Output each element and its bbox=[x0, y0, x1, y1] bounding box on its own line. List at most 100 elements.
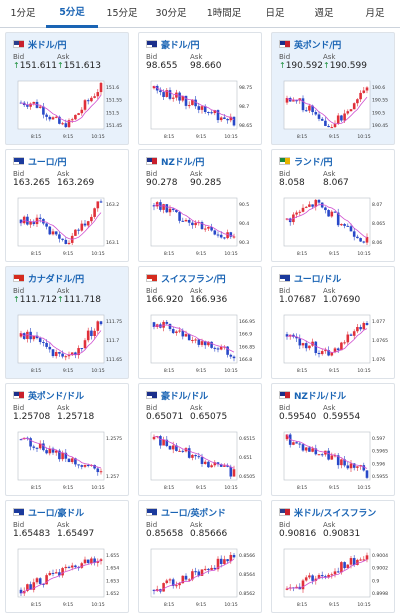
bid-number: 1.65483 bbox=[13, 529, 51, 539]
pair-name[interactable]: ユーロ/円 bbox=[28, 157, 67, 168]
candle-body bbox=[229, 554, 233, 562]
x-tick-label: 8:15 bbox=[31, 251, 41, 257]
pair-name[interactable]: NZドル/ドル bbox=[294, 391, 346, 402]
tab-5[interactable]: 日足 bbox=[265, 8, 285, 19]
rate-card[interactable]: ユーロ/ドル Bid Ask 1.07687 1.07690 1.077 1.0765 1.0… bbox=[271, 266, 395, 379]
x-tick-label: 10:15 bbox=[91, 368, 104, 374]
y-tick-label: 166.9 bbox=[239, 332, 252, 338]
candle-body bbox=[229, 116, 233, 121]
candle-body bbox=[83, 465, 87, 467]
tab-3[interactable]: 30分足 bbox=[155, 8, 187, 19]
candle-body bbox=[362, 90, 366, 93]
bid-number: 98.655 bbox=[146, 61, 178, 71]
candle-body bbox=[38, 217, 42, 220]
pair-name[interactable]: NZドル/円 bbox=[161, 157, 205, 168]
y-tick-label: 0.8562 bbox=[239, 591, 255, 597]
rate-card[interactable]: スイスフラン/円 Bid Ask 166.920 166.936 166.95 166.9 1… bbox=[138, 266, 262, 379]
candle-body bbox=[346, 465, 350, 469]
mini-candlestick-chart[interactable]: 0.8566 0.8564 0.8562 8:15 9:15 10:15 bbox=[143, 545, 259, 611]
moving-average-line bbox=[20, 94, 102, 123]
tab-1[interactable]: 5分足 bbox=[46, 0, 98, 28]
card-header: 米ドル/スイスフラン bbox=[279, 506, 377, 519]
candle-body bbox=[298, 443, 302, 445]
mini-candlestick-chart[interactable]: 1.655 1.654 1.653 1.652 8:15 9:15 10:15 bbox=[10, 545, 126, 611]
mini-candlestick-chart[interactable]: 190.6 190.55 190.5 190.45 8:15 9:15 10:15 bbox=[276, 77, 392, 143]
candle-body bbox=[356, 327, 359, 332]
tab-7[interactable]: 月足 bbox=[365, 8, 385, 19]
candle-body bbox=[365, 236, 369, 243]
rate-card[interactable]: 英ポンド/円 Bid Ask ↑190.592↑190.599 190.6 190.55 1… bbox=[271, 32, 395, 145]
y-tick-label: 0.6515 bbox=[239, 436, 255, 442]
candle-body bbox=[340, 459, 343, 466]
rate-card[interactable]: ユーロ/豪ドル Bid Ask 1.65483 1.65497 1.655 1.654 1.6… bbox=[5, 500, 129, 613]
candle-body bbox=[324, 207, 327, 211]
tab-6[interactable]: 週足 bbox=[314, 8, 334, 19]
rate-card[interactable]: ランド/円 Bid Ask 8.058 8.067 8.07 8.065 8.06 8:15 9:… bbox=[271, 149, 395, 262]
pair-name[interactable]: ユーロ/豪ドル bbox=[28, 508, 84, 519]
card-header: 豪ドル/円 bbox=[146, 38, 200, 51]
mini-candlestick-chart[interactable]: 0.9004 0.9002 0.9 0.8998 8:15 9:15 10:15 bbox=[276, 545, 392, 611]
candle-body bbox=[29, 221, 32, 225]
candle-body bbox=[340, 115, 343, 121]
mini-candlestick-chart[interactable]: 1.077 1.0765 1.076 8:15 9:15 10:15 bbox=[276, 311, 392, 377]
rate-card[interactable]: 米ドル/円 Bid Ask ↑151.611↑151.613 151.6 151.55 15… bbox=[5, 32, 129, 145]
tab-2[interactable]: 15分足 bbox=[106, 8, 138, 19]
rate-card[interactable]: 米ドル/スイスフラン Bid Ask 0.90816 0.90831 0.9004 0.90… bbox=[271, 500, 395, 613]
mini-candlestick-chart[interactable]: 0.597 0.5965 0.596 0.5955 8:15 9:15 10:15 bbox=[276, 428, 392, 494]
candle-body bbox=[99, 82, 103, 93]
candle-body bbox=[184, 575, 188, 580]
pair-name[interactable]: 英ポンド/ドル bbox=[28, 391, 84, 402]
rate-card[interactable]: 豪ドル/円 Bid Ask 98.655 98.660 98.75 98.7 98.65 8:1… bbox=[138, 32, 262, 145]
mini-candlestick-chart[interactable]: 166.95 166.9 166.85 166.8 8:15 9:15 10:15 bbox=[143, 311, 259, 377]
candle-body bbox=[191, 571, 194, 580]
mini-candlestick-chart[interactable]: 98.75 98.7 98.65 8:15 9:15 10:15 bbox=[143, 77, 259, 143]
rate-card[interactable]: ユーロ/円 Bid Ask 163.265 163.269 163.2 163.1 8:15 9… bbox=[5, 149, 129, 262]
pair-name[interactable]: 米ドル/スイスフラン bbox=[294, 508, 377, 519]
candle-body bbox=[194, 454, 197, 457]
candle-body bbox=[152, 205, 156, 207]
mini-candlestick-chart[interactable]: 8.07 8.065 8.06 8:15 9:15 10:15 bbox=[276, 194, 392, 260]
pair-name[interactable]: 豪ドル/円 bbox=[161, 40, 200, 51]
ask-label: Ask bbox=[57, 287, 70, 295]
mini-candlestick-chart[interactable]: 0.6515 0.651 0.6505 8:15 9:15 10:15 bbox=[143, 428, 259, 494]
candle-body bbox=[301, 580, 305, 590]
rate-card[interactable]: カナダドル/円 Bid Ask ↑111.712↑111.718 111.75 111.7… bbox=[5, 266, 129, 379]
rate-card[interactable]: 豪ドル/ドル Bid Ask 0.65071 0.65075 0.6515 0.651 0.6… bbox=[138, 383, 262, 496]
pair-name[interactable]: 英ポンド/円 bbox=[294, 40, 342, 51]
pair-name[interactable]: スイスフラン/円 bbox=[161, 274, 226, 285]
candle-body bbox=[175, 445, 178, 451]
candle-body bbox=[168, 579, 172, 581]
pair-name[interactable]: ユーロ/ドル bbox=[294, 274, 342, 285]
candle-body bbox=[74, 229, 77, 236]
mini-candlestick-chart[interactable]: 151.6 151.55 151.5 151.45 8:15 9:15 10:15 bbox=[10, 77, 126, 143]
bid-value: 1.65483 bbox=[13, 529, 57, 539]
pair-name[interactable]: 豪ドル/ドル bbox=[161, 391, 209, 402]
candle-body bbox=[311, 575, 314, 581]
pair-name[interactable]: ランド/円 bbox=[294, 157, 333, 168]
bid-ask-labels: Bid Ask bbox=[146, 287, 234, 295]
rate-card[interactable]: ユーロ/英ポンド Bid Ask 0.85658 0.85666 0.8566 0.8564… bbox=[138, 500, 262, 613]
rate-card[interactable]: NZドル/ドル Bid Ask 0.59540 0.59554 0.597 0.5965 0.… bbox=[271, 383, 395, 496]
candle-body bbox=[311, 105, 314, 113]
mini-candlestick-chart[interactable]: 1.2575 1.257 8:15 9:15 10:15 bbox=[10, 428, 126, 494]
candle-body bbox=[187, 334, 191, 341]
tab-0[interactable]: 1分足 bbox=[10, 8, 36, 19]
pair-name[interactable]: ユーロ/英ポンド bbox=[161, 508, 226, 519]
candle-body bbox=[311, 204, 314, 207]
pair-name[interactable]: 米ドル/円 bbox=[28, 40, 67, 51]
moving-average-line bbox=[20, 330, 102, 356]
rate-card[interactable]: 英ポンド/ドル Bid Ask 1.25708 1.25718 1.2575 1.257 8:… bbox=[5, 383, 129, 496]
x-tick-label: 8:15 bbox=[31, 602, 41, 608]
pair-name[interactable]: カナダドル/円 bbox=[28, 274, 84, 285]
tab-4[interactable]: 1時間足 bbox=[206, 8, 242, 19]
mini-candlestick-chart[interactable]: 90.5 90.4 90.3 8:15 9:15 10:15 bbox=[143, 194, 259, 260]
candle-body bbox=[191, 454, 194, 458]
candle-body bbox=[29, 584, 32, 590]
rate-card[interactable]: NZドル/円 Bid Ask 90.278 90.285 90.5 90.4 90.3 8:15… bbox=[138, 149, 262, 262]
mini-candlestick-chart[interactable]: 163.2 163.1 8:15 9:15 10:15 bbox=[10, 194, 126, 260]
candle-body bbox=[292, 442, 295, 445]
mini-candlestick-chart[interactable]: 111.75 111.7 111.65 8:15 9:15 10:15 bbox=[10, 311, 126, 377]
candle-body bbox=[51, 572, 55, 574]
candle-body bbox=[308, 105, 311, 111]
candle-body bbox=[61, 238, 64, 240]
